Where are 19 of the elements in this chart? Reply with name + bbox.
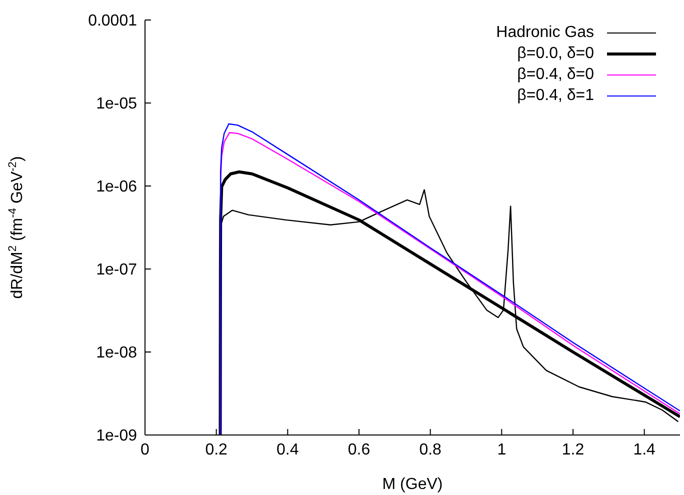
x-tick-label: 0.4 — [276, 441, 299, 458]
y-tick-label: 1e-07 — [96, 262, 138, 279]
x-tick-label: 1 — [497, 441, 506, 458]
x-axis-title: M (GeV) — [382, 476, 443, 493]
legend-label: β=0.4, δ=0 — [517, 65, 594, 85]
x-tick-label: 0.6 — [348, 441, 370, 458]
y-tick-label: 1e-09 — [96, 428, 138, 445]
y-tick-label: 1e-05 — [96, 96, 138, 113]
x-tick-label: 1.2 — [562, 441, 584, 458]
legend-label: β=0.0, δ=0 — [517, 44, 594, 64]
x-tick-label: 0.8 — [419, 441, 442, 458]
legend-label: Hadronic Gas — [496, 23, 594, 43]
x-tick-label: 1.4 — [633, 441, 656, 458]
x-tick-label: 0 — [140, 441, 150, 458]
y-tick-label: 1e-06 — [96, 178, 138, 196]
x-tick-label: 0.2 — [205, 441, 228, 458]
y-tick-label: 0.0001 — [88, 12, 138, 30]
y-tick-label: 1e-08 — [96, 344, 138, 362]
legend-label: β=0.4, δ=1 — [517, 86, 594, 106]
